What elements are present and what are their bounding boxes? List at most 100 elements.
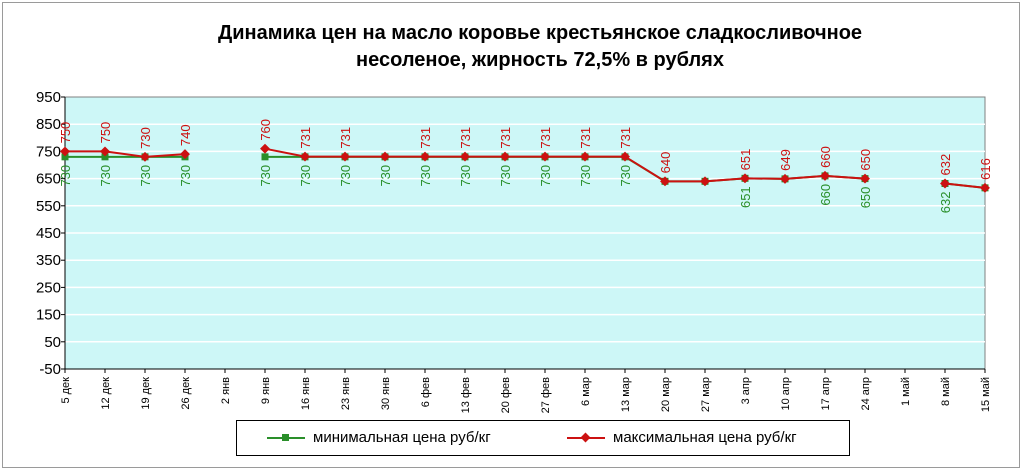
x-tick-label: 12 дек — [100, 377, 112, 410]
x-tick-label: 8 май — [940, 377, 952, 406]
max-price-point — [260, 143, 270, 154]
x-tick-label: 9 янв — [260, 377, 272, 404]
min-price-label: 730 — [258, 165, 273, 187]
series-line-max — [65, 150, 186, 158]
x-tick-label: 3 апр — [740, 377, 752, 404]
x-tick-label: 24 апр — [860, 377, 872, 410]
y-tick-label: 850 — [36, 116, 61, 133]
chart-title: Динамика цен на масло коровье крестьянск… — [40, 20, 1024, 74]
max-price-label: 760 — [258, 119, 273, 141]
max-price-point — [300, 151, 310, 162]
max-price-label: 750 — [58, 122, 73, 144]
max-price-point — [100, 146, 110, 157]
max-price-point — [140, 151, 150, 162]
max-price-point — [580, 151, 590, 162]
max-price-label: 731 — [618, 127, 633, 149]
min-price-label: 730 — [458, 165, 473, 187]
y-tick-label: 550 — [36, 198, 61, 215]
min-price-label: 651 — [738, 186, 753, 208]
max-price-label: 649 — [778, 149, 793, 171]
y-tick-label: -50 — [39, 361, 61, 378]
max-price-label: 730 — [138, 127, 153, 149]
max-price-point — [980, 182, 990, 193]
x-tick-label: 20 фев — [500, 377, 512, 413]
max-price-point — [660, 176, 670, 187]
x-tick-label: 13 мар — [620, 377, 632, 412]
legend: минимальная цена руб/кг максимальная цен… — [236, 420, 850, 456]
legend-min-label: минимальная цена руб/кг — [313, 429, 491, 446]
max-price-label: 650 — [858, 149, 873, 171]
x-tick-label: 6 мар — [580, 377, 592, 406]
max-price-label: 731 — [298, 127, 313, 149]
y-tick-label: 250 — [36, 279, 61, 296]
legend-min-marker — [282, 434, 289, 441]
chart-title-line-1: Динамика цен на масло коровье крестьянск… — [217, 22, 863, 44]
min-price-label: 730 — [178, 165, 193, 187]
legend-max-label: максимальная цена руб/кг — [613, 429, 797, 446]
y-tick-label: 350 — [36, 252, 61, 269]
x-tick-label: 19 дек — [140, 377, 152, 410]
max-price-point — [620, 151, 630, 162]
y-tick-label: 50 — [44, 334, 61, 351]
min-price-point — [61, 153, 69, 161]
max-price-label: 731 — [418, 127, 433, 149]
y-tick-label: 150 — [36, 307, 61, 324]
max-price-point — [60, 146, 70, 157]
y-tick-label: 450 — [36, 225, 61, 242]
series-line-max — [264, 147, 866, 183]
x-tick-label: 13 фев — [460, 377, 472, 413]
max-price-point — [540, 151, 550, 162]
y-tick-label: 650 — [36, 171, 61, 188]
max-price-point — [420, 151, 430, 162]
max-price-label: 731 — [458, 127, 473, 149]
min-price-label: 730 — [578, 165, 593, 187]
x-tick-label: 20 мар — [660, 377, 672, 412]
x-tick-label: 27 мар — [700, 377, 712, 412]
max-price-point — [180, 149, 190, 160]
max-price-label: 640 — [658, 152, 673, 174]
min-price-point — [101, 153, 109, 161]
y-tick-label: 750 — [36, 143, 61, 160]
min-price-label: 650 — [858, 187, 873, 209]
min-price-label: 730 — [378, 165, 393, 187]
x-tick-label: 6 фев — [420, 377, 432, 407]
min-price-label: 730 — [618, 165, 633, 187]
legend-max-marker — [580, 432, 591, 443]
x-tick-label: 1 май — [900, 377, 912, 406]
x-tick-label: 5 дек — [60, 377, 72, 404]
max-price-label: 750 — [98, 122, 113, 144]
max-price-label: 651 — [738, 149, 753, 171]
x-tick-label: 16 янв — [300, 377, 312, 410]
chart-title-line-2: несоленое, жирность 72,5% в рублях — [356, 49, 724, 71]
x-tick-label: 15 май — [980, 377, 992, 412]
max-price-point — [740, 173, 750, 184]
max-price-point — [460, 151, 470, 162]
min-price-label: 730 — [98, 165, 113, 187]
x-tick-label: 23 янв — [340, 377, 352, 410]
x-tick-label: 10 апр — [780, 377, 792, 410]
min-price-label: 730 — [298, 165, 313, 187]
x-tick-label: 30 янв — [380, 377, 392, 410]
max-price-point — [340, 151, 350, 162]
x-tick-label: 27 фев — [540, 377, 552, 413]
x-tick-label: 26 дек — [180, 377, 192, 410]
series-line-max — [944, 182, 986, 189]
max-price-point — [820, 170, 830, 181]
max-price-point — [380, 151, 390, 162]
min-price-label: 730 — [338, 165, 353, 187]
max-price-label: 731 — [498, 127, 513, 149]
max-price-point — [940, 178, 950, 189]
min-price-label: 660 — [818, 184, 833, 206]
min-price-point — [261, 153, 269, 161]
min-price-label: 730 — [58, 165, 73, 187]
max-price-point — [780, 173, 790, 184]
max-price-label: 632 — [938, 154, 953, 176]
max-price-label: 660 — [818, 146, 833, 168]
min-price-label: 730 — [498, 165, 513, 187]
y-tick-label: 950 — [36, 89, 61, 106]
max-price-point — [500, 151, 510, 162]
min-price-label: 632 — [938, 191, 953, 213]
max-price-label: 731 — [538, 127, 553, 149]
min-price-label: 730 — [418, 165, 433, 187]
min-price-label: 730 — [538, 165, 553, 187]
